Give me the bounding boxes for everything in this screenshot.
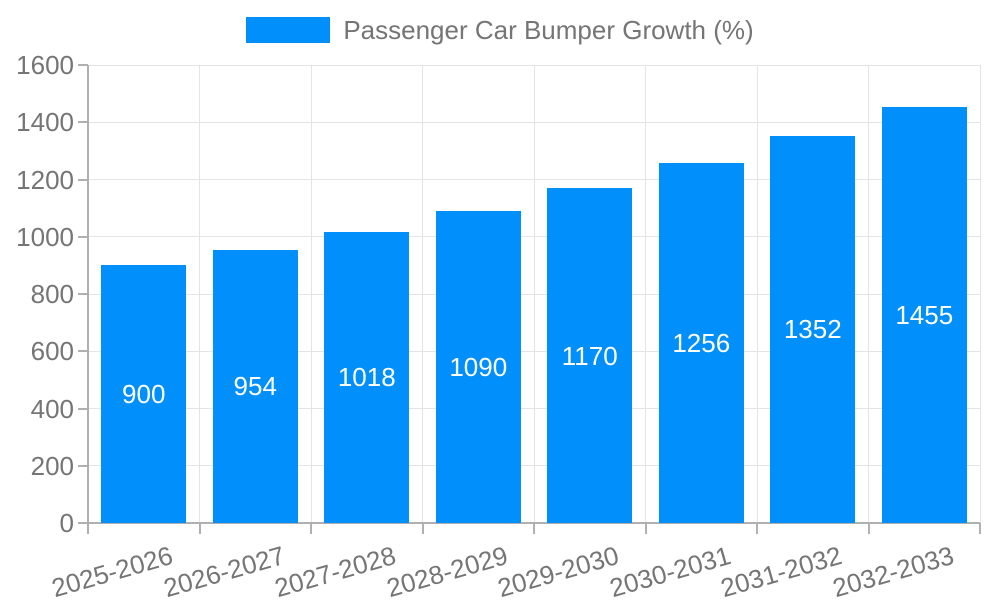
x-axis-category-label: 2029-2030 [494, 540, 623, 600]
v-gridline [979, 65, 981, 523]
x-axis-category-label: 2031-2032 [717, 540, 846, 600]
bar[interactable]: 1352 [770, 135, 856, 523]
bar[interactable]: 1256 [658, 163, 744, 523]
bar[interactable]: 1018 [324, 231, 410, 523]
y-axis-line [87, 65, 89, 525]
y-axis-tick-label: 400 [30, 393, 74, 424]
bar-value-label: 954 [233, 371, 277, 402]
y-axis-tick [78, 407, 88, 410]
y-axis-tick-label: 1000 [16, 221, 74, 252]
x-axis-tick [310, 523, 312, 534]
v-gridline [645, 65, 646, 523]
x-axis-category-label: 2030-2031 [606, 540, 734, 600]
legend[interactable]: Passenger Car Bumper Growth (%) [0, 16, 1000, 44]
x-axis-category-label: 2025-2026 [48, 540, 177, 600]
x-axis-tick [756, 523, 758, 534]
y-axis-tick [78, 121, 88, 124]
y-axis-tick-label: 200 [30, 450, 74, 481]
y-axis-tick [78, 464, 88, 467]
bar-value-label: 1018 [337, 362, 396, 393]
x-axis-tick [644, 523, 647, 534]
v-gridline [533, 65, 535, 523]
x-axis-tick [533, 523, 535, 534]
v-gridline [422, 65, 423, 523]
y-axis-tick [78, 522, 88, 524]
x-axis-tick [979, 523, 981, 534]
bar[interactable]: 1455 [881, 106, 967, 523]
bar[interactable]: 954 [212, 249, 298, 523]
y-axis-tick-label: 600 [30, 336, 74, 367]
y-axis-tick-label: 1200 [16, 164, 74, 195]
y-axis-tick [78, 293, 88, 295]
bar-value-label: 900 [122, 379, 166, 410]
legend-label: Passenger Car Bumper Growth (%) [343, 15, 754, 45]
x-axis-tick [198, 523, 201, 534]
bar[interactable]: 1170 [547, 188, 633, 523]
x-axis-tick [421, 523, 424, 534]
bar-value-label: 1090 [449, 351, 508, 382]
y-axis-tick-label: 1600 [16, 50, 74, 80]
bar-value-label: 1455 [895, 299, 954, 330]
x-axis-tick [87, 523, 89, 534]
x-axis-category-label: 2028-2029 [383, 540, 511, 600]
y-axis-tick-label: 0 [59, 508, 74, 538]
bar-value-label: 1256 [672, 328, 731, 359]
x-axis-category-label: 2026-2027 [160, 540, 288, 600]
x-axis-tick [867, 523, 870, 534]
y-axis-tick-label: 1400 [16, 107, 74, 138]
v-gridline [310, 65, 312, 523]
x-axis-line [88, 522, 980, 524]
v-gridline [868, 65, 869, 523]
legend-swatch-icon [246, 17, 331, 43]
bar[interactable]: 1090 [435, 210, 521, 523]
v-gridline [199, 65, 200, 523]
bar-value-label: 1170 [561, 340, 618, 371]
y-axis-tick [78, 235, 88, 238]
x-axis-category-label: 2027-2028 [271, 540, 400, 600]
y-axis-tick-label: 800 [30, 279, 74, 309]
x-axis-category-label: 2032-2033 [829, 540, 957, 600]
y-axis-tick [78, 350, 88, 353]
y-axis-tick [78, 178, 88, 181]
bar[interactable]: 900 [101, 265, 187, 523]
bar-value-label: 1352 [783, 314, 842, 345]
y-axis-tick [78, 64, 88, 66]
v-gridline [756, 65, 758, 523]
